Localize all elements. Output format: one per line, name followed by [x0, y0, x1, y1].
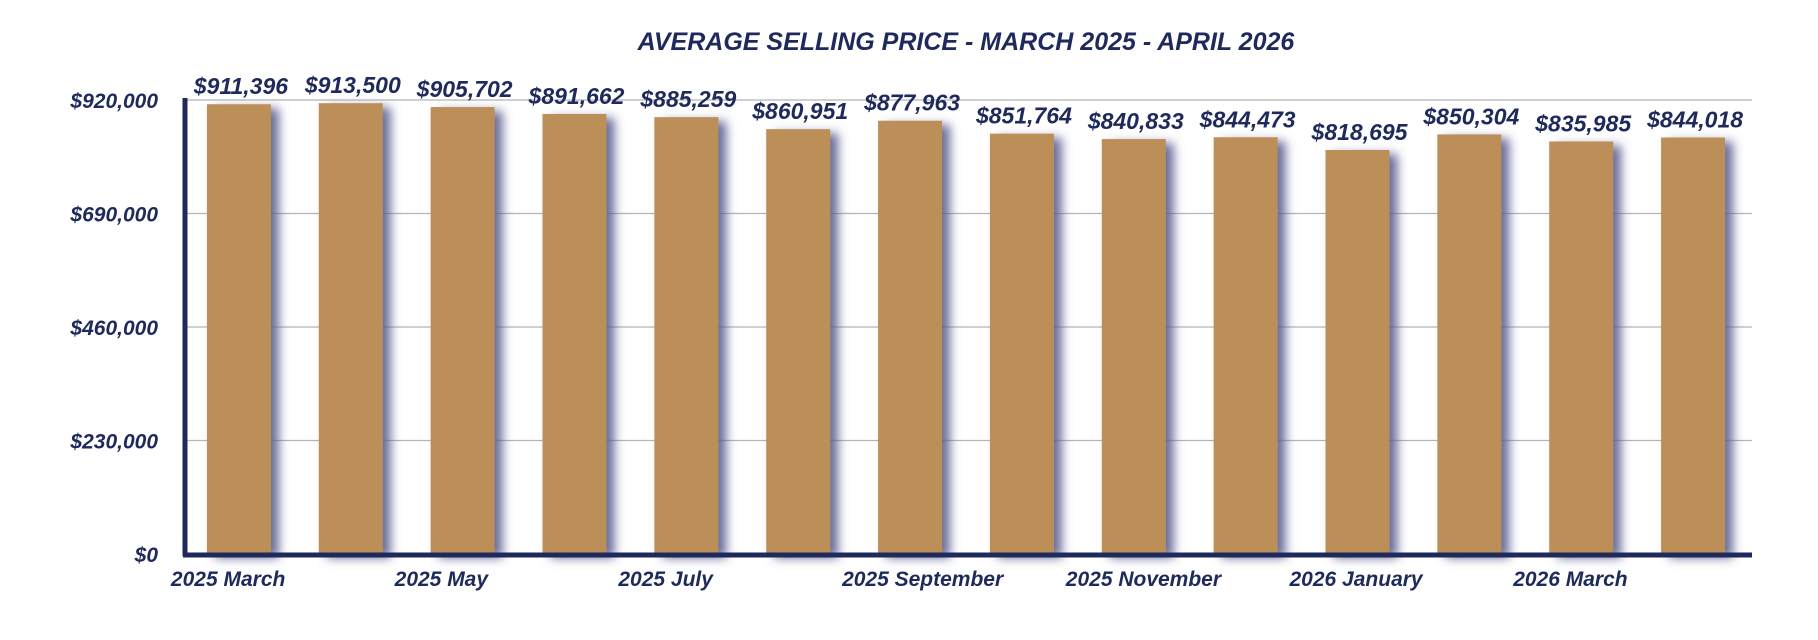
chart-title: AVERAGE SELLING PRICE - MARCH 2025 - APR… — [637, 28, 1296, 56]
axes — [182, 98, 1752, 558]
bar-5 — [654, 117, 719, 555]
bar-4 — [542, 113, 607, 554]
data-label: $860,951 — [751, 98, 848, 124]
data-label: $844,473 — [1199, 106, 1296, 132]
bar-11 — [1325, 149, 1390, 554]
bar-2 — [318, 103, 383, 554]
data-label: $911,396 — [193, 73, 288, 99]
x-tick-label: 2025 March — [170, 568, 285, 591]
data-label: $913,500 — [304, 72, 401, 98]
data-label: $885,259 — [639, 86, 736, 112]
x-tick-labels: 2025 March 2025 May 2025 July 2025 Septembe… — [170, 568, 1628, 591]
bar-6 — [766, 129, 831, 554]
gridlines — [186, 99, 1752, 442]
bar-8 — [989, 133, 1054, 555]
x-tick-label: 2025 May — [394, 568, 490, 591]
data-label: $840,833 — [1087, 108, 1184, 134]
data-labels: $911,396 $913,500 $905,702 $891,662 $885,259… — [193, 72, 1743, 145]
bar-13 — [1549, 141, 1614, 554]
data-label: $835,985 — [1534, 110, 1632, 136]
y-tick-label: $920,000 — [69, 90, 158, 113]
data-label: $850,304 — [1422, 103, 1519, 129]
x-tick-label: 2025 September — [841, 568, 1005, 591]
y-tick-labels: $0 $230,000 $460,000 $690,000 $920,000 — [69, 90, 158, 567]
x-tick-label: 2025 July — [617, 568, 714, 591]
x-tick-label: 2025 November — [1065, 568, 1223, 591]
bar-14 — [1661, 137, 1726, 554]
bars — [206, 103, 1726, 555]
data-label: $877,963 — [863, 90, 960, 116]
data-label: $851,764 — [975, 103, 1072, 129]
data-label: $905,702 — [416, 76, 513, 102]
data-label: $818,695 — [1311, 119, 1409, 145]
x-tick-label: 2026 January — [1289, 568, 1424, 591]
bar-10 — [1213, 137, 1278, 554]
x-tick-label: 2026 March — [1512, 568, 1627, 591]
bar-7 — [878, 120, 943, 554]
bar-12 — [1437, 134, 1502, 554]
bar-1 — [206, 104, 271, 555]
data-label: $891,662 — [528, 83, 625, 109]
bar-9 — [1101, 139, 1166, 554]
bar-3 — [430, 107, 495, 554]
y-tick-label: $230,000 — [69, 431, 158, 454]
data-label: $844,018 — [1646, 106, 1743, 132]
y-tick-label: $0 — [134, 544, 159, 567]
y-tick-label: $460,000 — [69, 317, 158, 340]
y-tick-label: $690,000 — [69, 204, 158, 227]
